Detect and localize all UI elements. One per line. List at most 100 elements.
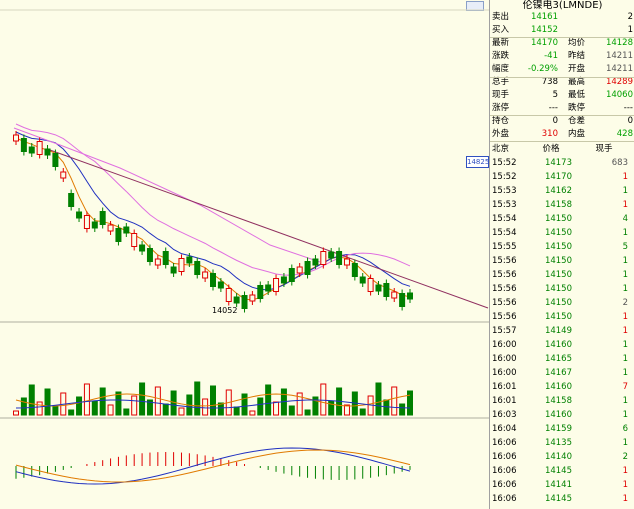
volume-bar [76, 396, 83, 416]
current-price-tag: 14825 [466, 156, 490, 168]
tick-time: 15:53 [492, 186, 517, 196]
tick-volume: 1 [622, 326, 628, 336]
low-price-label: 14052 [212, 306, 238, 315]
volume-bar [68, 409, 75, 416]
volume-bar [257, 397, 264, 416]
candle-body [194, 261, 201, 275]
quote-label: 持仓 [492, 116, 510, 126]
candle-body [320, 251, 327, 265]
tick-time: 15:56 [492, 270, 517, 280]
tick-row: 16:06 14145 1 [490, 492, 634, 506]
quote-value: --- [548, 103, 558, 113]
tick-time: 15:52 [492, 158, 517, 168]
tick-price: 14150 [544, 242, 572, 252]
volume-bar [265, 384, 272, 416]
tick-price: 14150 [544, 228, 572, 238]
candle-body [146, 248, 153, 262]
kline-chart-area[interactable]: 14825 14052 [0, 0, 489, 509]
volume-bar [107, 404, 114, 416]
moving-average-line [15, 123, 411, 276]
candle-body [202, 271, 209, 279]
tick-time: 16:01 [492, 396, 517, 406]
candle-body [296, 266, 303, 274]
candle-body [375, 284, 382, 292]
tick-price: 14135 [544, 438, 572, 448]
macd-dif-line [15, 447, 411, 485]
volume-bar [99, 387, 106, 416]
tick-price: 14149 [544, 326, 572, 336]
tick-row: 16:04 14159 6 [490, 422, 634, 436]
candle-body [257, 285, 264, 299]
quote-value: 14152 [530, 25, 558, 35]
tick-volume: 1 [622, 312, 628, 322]
volume-bar [233, 406, 240, 416]
candle-body [131, 233, 138, 247]
tick-volume: 7 [622, 382, 628, 392]
tick-volume: 1 [622, 354, 628, 364]
candle-body [399, 293, 406, 307]
tick-volume: 2 [622, 298, 628, 308]
tick-time: 15:56 [492, 284, 517, 294]
tick-volume: 1 [622, 480, 628, 490]
volume-bar [328, 400, 335, 416]
volume-bar [194, 381, 201, 416]
candle-body [351, 263, 358, 277]
candle-body [186, 256, 193, 264]
candle-body [170, 266, 177, 274]
tick-time: 16:00 [492, 340, 517, 350]
quote-value: 14211 [605, 51, 633, 61]
volume-bar [210, 385, 216, 416]
tick-header: 北京 价格 现手 [490, 143, 634, 156]
candle-body [123, 226, 130, 234]
tick-price: 14158 [544, 200, 572, 210]
quote-row: 涨停 --- 跌停 --- [490, 102, 634, 115]
candle-body [139, 244, 146, 252]
quote-label: 内盘 [568, 129, 586, 139]
tick-volume: 1 [622, 284, 628, 294]
quote-value: 310 [541, 129, 558, 139]
quote-label: 仓差 [568, 116, 586, 126]
volume-bar [383, 399, 390, 416]
candle-body [162, 251, 169, 265]
tick-price: 14173 [544, 158, 572, 168]
volume-bar [44, 388, 51, 416]
quote-row: 现手 5 最低 14060 [490, 89, 634, 102]
tick-volume: 1 [622, 410, 628, 420]
volume-bar [20, 397, 27, 416]
tick-row: 15:54 14150 1 [490, 226, 634, 240]
quote-label: 均价 [568, 38, 586, 48]
tick-price: 14145 [544, 466, 572, 476]
tick-volume: 1 [622, 172, 628, 182]
candle-body [68, 193, 75, 207]
tick-row: 16:01 14160 7 [490, 380, 634, 394]
quote-label: 开盘 [568, 64, 586, 74]
tick-price: 14150 [544, 298, 572, 308]
tick-volume: 6 [622, 424, 628, 434]
candle-body [336, 251, 343, 265]
tick-volume: 1 [622, 340, 628, 350]
candle-body [233, 296, 240, 304]
candle-body [107, 224, 114, 232]
tick-header-price: 价格 [542, 144, 560, 154]
tick-volume: 683 [611, 158, 628, 168]
tick-volume: 4 [622, 214, 628, 224]
quote-label: 买入 [492, 25, 510, 35]
candle-body [241, 295, 248, 309]
tick-price: 14141 [544, 480, 572, 490]
candle-body [359, 276, 366, 284]
candle-body [115, 228, 122, 242]
tick-price: 14150 [544, 214, 572, 224]
candle-body [91, 221, 98, 229]
tick-price: 14170 [544, 172, 572, 182]
tick-time: 15:56 [492, 298, 517, 308]
candle-body [217, 281, 224, 289]
candle-body [225, 288, 232, 302]
tick-time: 15:54 [492, 214, 517, 224]
tick-price: 14150 [544, 284, 572, 294]
volume-bar [375, 382, 382, 416]
quote-row: 总手 738 最高 14289 [490, 76, 634, 89]
quote-label: 昨结 [568, 51, 586, 61]
tick-row: 15:53 14158 1 [490, 198, 634, 212]
tick-price: 14162 [544, 186, 572, 196]
quote-label: 幅度 [492, 64, 510, 74]
